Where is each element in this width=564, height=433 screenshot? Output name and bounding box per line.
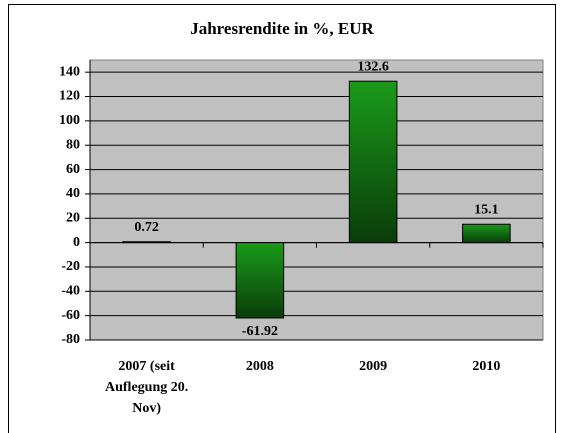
x-tick-label: 2009 [359,359,388,374]
y-tick-label: 0 [73,235,80,250]
bar [462,223,511,244]
bar [122,241,171,244]
x-tick-label: 2010 [472,359,501,374]
y-tick-label: 80 [66,137,80,152]
data-label: -61.92 [242,324,278,339]
data-label: 0.72 [134,220,159,235]
y-tick-label: -60 [61,308,80,323]
y-tick-label: -20 [61,259,80,274]
x-tick-label: 2007 (seit Auflegung 20. Nov) [105,359,189,416]
y-tick-label: -40 [61,284,80,299]
bar [235,242,285,319]
bar [348,80,398,244]
y-tick-label: 60 [66,162,80,177]
plot-area [89,59,544,341]
y-tick-label: 120 [59,89,80,104]
y-tick-label: 40 [66,186,80,201]
y-tick-label: 100 [59,113,80,128]
y-tick-label: 140 [59,64,80,79]
chart-title: Jahresrendite in %, EUR [190,19,374,38]
y-tick-label: 20 [66,210,80,225]
x-tick-label: 2008 [245,359,274,374]
y-tick-label: -80 [61,332,80,347]
data-label: 15.1 [474,202,499,217]
data-label: 132.6 [357,59,389,74]
